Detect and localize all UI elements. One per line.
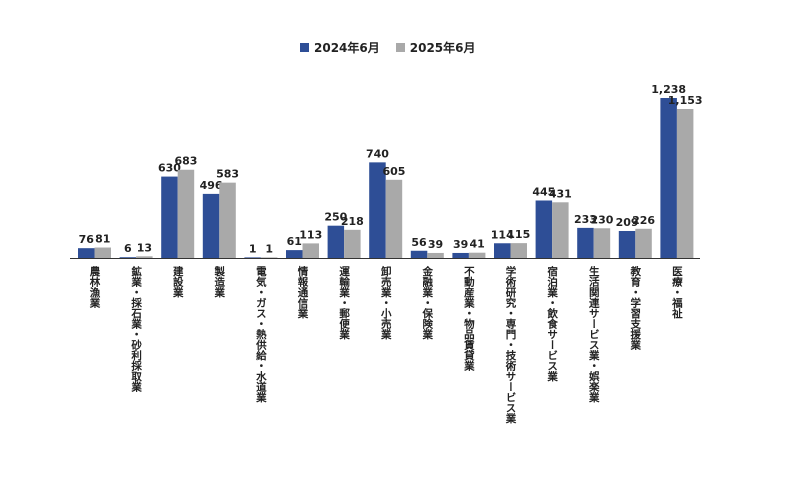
bar-2025-6 <box>344 229 361 258</box>
data-label-2025-3: 583 <box>216 168 239 181</box>
bar-2025-10 <box>510 243 527 258</box>
bar-2025-5 <box>302 243 319 258</box>
data-label-2025-0: 81 <box>95 233 110 246</box>
bar-2024-12 <box>577 227 594 258</box>
legend-item-2024: 2024年6月 <box>300 39 380 56</box>
category-label-2: 建設業 <box>172 265 184 298</box>
legend-swatch-2025 <box>395 43 405 52</box>
data-label-2024-2: 630 <box>158 162 181 175</box>
bar-2024-4 <box>244 257 261 258</box>
category-label-6: 運輸業・郵便業 <box>338 266 350 340</box>
bar-2024-5 <box>286 250 303 258</box>
bar-2024-6 <box>327 225 345 258</box>
bar-2024-13 <box>618 230 636 258</box>
data-label-2025-12: 230 <box>590 213 613 226</box>
bar-2025-0 <box>94 247 111 258</box>
bar-2024-11 <box>535 200 553 258</box>
category-label-9: 不動産業・物品賃貸業 <box>463 266 475 372</box>
data-label-2024-6: 250 <box>324 211 347 224</box>
data-label-2025-9: 41 <box>469 238 484 251</box>
legend: 2024年6月 2025年6月 <box>300 39 476 56</box>
data-label-2025-14: 1,153 <box>668 94 703 107</box>
bar-2025-13 <box>635 228 652 258</box>
data-label-2024-13: 209 <box>616 216 639 229</box>
category-label-13: 教育・学習支援業 <box>629 265 641 351</box>
bar-2024-8 <box>410 250 428 258</box>
data-label-2024-1: 6 <box>124 242 132 255</box>
data-label-2025-4: 1 <box>265 242 273 255</box>
bar-2025-2 <box>177 169 195 258</box>
category-label-10: 学術研究・専門・技術サービス業 <box>505 265 517 424</box>
bar-2024-7 <box>369 162 386 258</box>
data-label-2025-2: 683 <box>174 155 197 168</box>
legend-label-2024: 2024年6月 <box>314 41 380 55</box>
category-label-11: 宿泊業・飲食サービス業 <box>546 265 558 382</box>
bar-2024-14 <box>660 98 677 258</box>
legend-swatch-2024 <box>300 43 309 52</box>
data-label-2025-7: 605 <box>382 165 405 178</box>
legend-label-2025: 2025年6月 <box>409 41 476 55</box>
data-label-2024-7: 740 <box>366 147 389 160</box>
category-label-7: 卸売業・小売業 <box>380 265 392 340</box>
bar-2025-11 <box>552 202 569 258</box>
bar-2025-7 <box>385 179 403 258</box>
category-label-1: 鉱業・採石業・砂利採取業 <box>130 265 142 393</box>
bar-2024-9 <box>452 252 469 258</box>
category-label-14: 医療・福祉 <box>671 266 683 319</box>
data-label-2024-5: 61 <box>287 235 302 248</box>
category-label-4: 電気・ガス・熱供給・水道業 <box>255 266 267 403</box>
data-label-2024-10: 114 <box>491 228 514 241</box>
data-label-2025-8: 39 <box>428 238 443 251</box>
bar-2024-1 <box>119 257 137 258</box>
data-label-2025-1: 13 <box>137 241 152 254</box>
bar-2025-14 <box>676 108 694 258</box>
bar-2025-1 <box>136 256 153 258</box>
data-label-2024-8: 56 <box>411 236 427 249</box>
data-label-2024-14: 1,238 <box>651 83 686 96</box>
bar-2025-8 <box>427 252 444 258</box>
data-label-2024-3: 496 <box>200 179 223 192</box>
category-label-5: 情報通信業 <box>297 265 309 319</box>
bar-2024-10 <box>494 243 511 258</box>
data-label-2024-0: 76 <box>79 233 95 246</box>
bar-2025-4 <box>260 257 278 258</box>
data-label-2024-9: 39 <box>453 238 468 251</box>
data-label-2024-4: 1 <box>249 242 257 255</box>
data-label-2024-11: 445 <box>532 185 555 198</box>
bar-2025-12 <box>593 228 611 258</box>
category-label-12: 生活関連サービス業・娯楽業 <box>588 265 600 403</box>
category-label-8: 金融業・保険業 <box>421 265 433 340</box>
legend-item-2025: 2025年6月 <box>395 39 476 56</box>
category-label-0: 農林漁業 <box>89 265 101 309</box>
bar-2024-0 <box>78 248 95 258</box>
bar-2024-2 <box>161 176 178 258</box>
category-label-3: 製造業 <box>213 265 225 298</box>
bar-2024-3 <box>202 193 220 258</box>
data-label-2025-11: 431 <box>549 187 572 200</box>
data-label-2024-12: 233 <box>574 213 597 226</box>
bar-2025-9 <box>468 252 486 258</box>
data-label-2025-10: 115 <box>507 228 530 241</box>
data-label-2025-13: 226 <box>632 214 655 227</box>
data-label-2025-6: 218 <box>341 215 364 228</box>
bar-2025-3 <box>219 182 236 258</box>
data-label-2025-5: 113 <box>299 228 322 241</box>
